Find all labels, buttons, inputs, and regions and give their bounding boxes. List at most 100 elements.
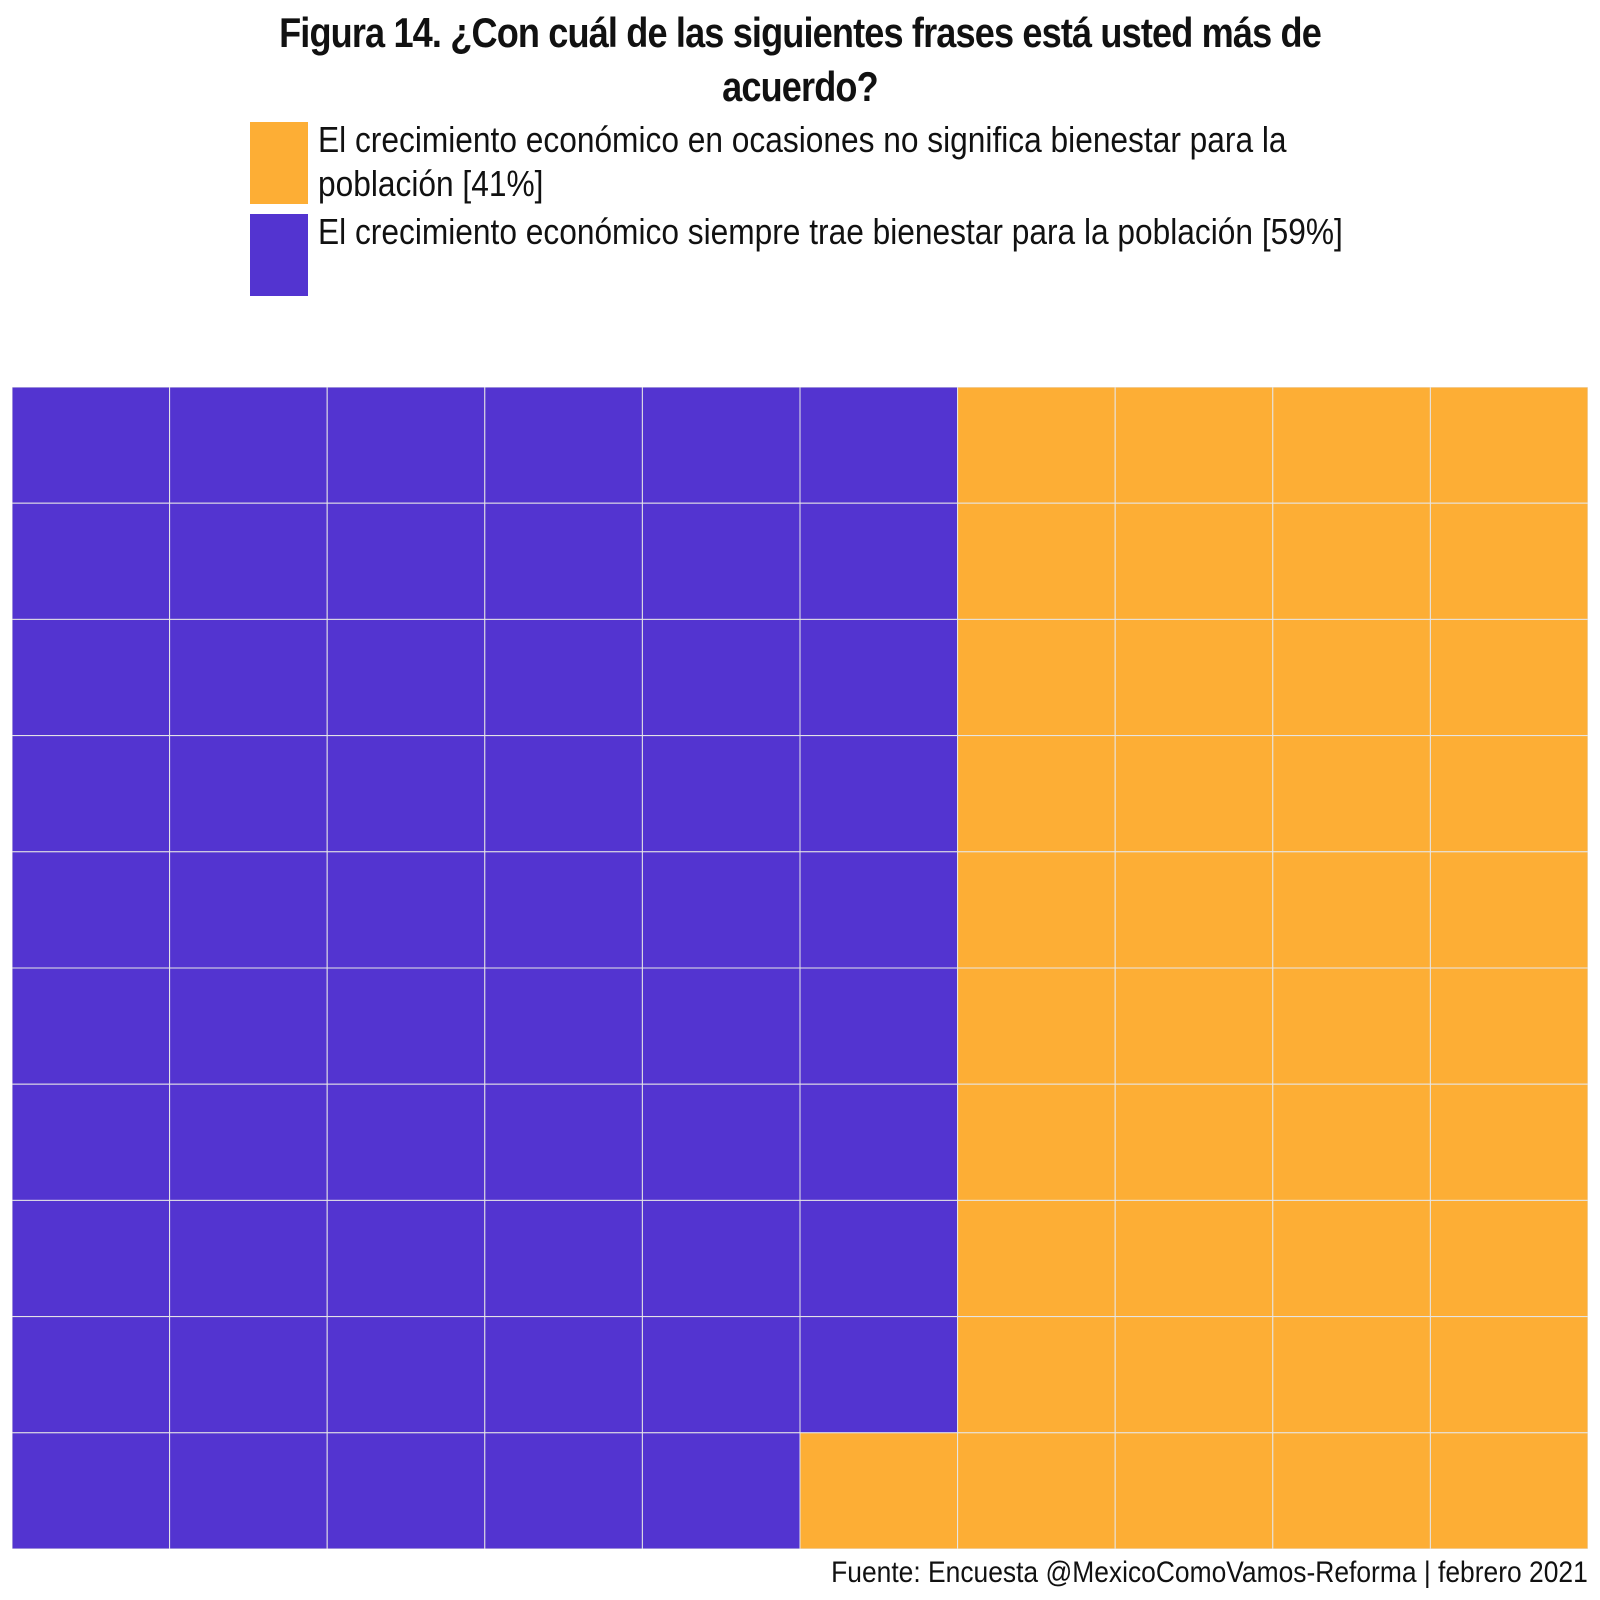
- legend: El crecimiento económico en ocasiones no…: [250, 118, 1400, 302]
- waffle-cell: [957, 502, 1116, 620]
- legend-label-no-bienestar: El crecimiento económico en ocasiones no…: [318, 119, 1287, 204]
- waffle-cell: [1429, 387, 1588, 504]
- waffle-cell: [641, 735, 801, 853]
- legend-swatch-bienestar: [250, 214, 308, 296]
- waffle-cell: [641, 1083, 801, 1201]
- waffle-cell: [326, 502, 486, 620]
- waffle-cell: [1272, 1432, 1431, 1549]
- waffle-cell: [12, 1083, 171, 1201]
- waffle-cell: [1114, 502, 1274, 620]
- waffle-cell: [484, 1199, 643, 1318]
- source-note: Fuente: Encuesta @MexicoComoVamos-Reform…: [831, 1556, 1588, 1589]
- waffle-cell: [1114, 387, 1274, 504]
- waffle-cell: [1272, 967, 1431, 1085]
- waffle-cell: [12, 502, 171, 620]
- legend-label-bienestar: El crecimiento económico siempre trae bi…: [318, 211, 1343, 252]
- waffle-cell: [1114, 1083, 1274, 1201]
- waffle-cell: [169, 1432, 328, 1549]
- waffle-cell: [799, 618, 959, 737]
- waffle-cell: [799, 1083, 959, 1201]
- waffle-cell: [1114, 1199, 1274, 1318]
- waffle-cell: [484, 1432, 643, 1549]
- waffle-cell: [12, 1432, 171, 1549]
- waffle-cell: [1114, 735, 1274, 853]
- waffle-cell: [1272, 387, 1431, 504]
- waffle-cell: [169, 618, 328, 737]
- waffle-cell: [799, 502, 959, 620]
- waffle-cell: [799, 387, 959, 504]
- waffle-cell: [1272, 1199, 1431, 1318]
- waffle-cell: [799, 1432, 959, 1549]
- waffle-cell: [484, 387, 643, 504]
- legend-item-no-bienestar: El crecimiento económico en ocasiones no…: [250, 118, 1400, 210]
- waffle-cell: [169, 1316, 328, 1434]
- waffle-cell: [641, 1432, 801, 1549]
- waffle-chart: [12, 387, 1588, 1549]
- waffle-cell: [484, 735, 643, 853]
- waffle-cell: [1429, 851, 1588, 969]
- waffle-cell: [1272, 618, 1431, 737]
- waffle-cell: [169, 851, 328, 969]
- waffle-cell: [484, 618, 643, 737]
- waffle-cell: [641, 851, 801, 969]
- waffle-cell: [12, 387, 171, 504]
- waffle-cell: [1272, 735, 1431, 853]
- waffle-cell: [326, 618, 486, 737]
- waffle-cell: [1429, 618, 1588, 737]
- waffle-cell: [1429, 967, 1588, 1085]
- legend-swatch-no-bienestar: [250, 122, 308, 204]
- waffle-cell: [799, 1199, 959, 1318]
- waffle-cell: [957, 1083, 1116, 1201]
- waffle-cell: [957, 618, 1116, 737]
- waffle-cell: [641, 967, 801, 1085]
- waffle-cell: [12, 735, 171, 853]
- waffle-cell: [326, 851, 486, 969]
- waffle-cell: [169, 1083, 328, 1201]
- waffle-cell: [1114, 851, 1274, 969]
- waffle-cell: [326, 735, 486, 853]
- waffle-cell: [484, 1083, 643, 1201]
- waffle-cell: [957, 735, 1116, 853]
- waffle-cell: [1429, 1083, 1588, 1201]
- waffle-cell: [484, 502, 643, 620]
- waffle-cell: [641, 387, 801, 504]
- waffle-cell: [957, 1432, 1116, 1549]
- waffle-cell: [1429, 735, 1588, 853]
- waffle-cell: [12, 618, 171, 737]
- waffle-cell: [1272, 1083, 1431, 1201]
- waffle-cell: [799, 1316, 959, 1434]
- waffle-cell: [12, 1316, 171, 1434]
- waffle-cell: [1429, 1316, 1588, 1434]
- waffle-cell: [1272, 851, 1431, 969]
- waffle-cell: [1114, 618, 1274, 737]
- waffle-cell: [641, 1316, 801, 1434]
- waffle-cell: [957, 1316, 1116, 1434]
- chart-title: Figura 14. ¿Con cuál de las siguientes f…: [241, 6, 1359, 114]
- waffle-cell: [1272, 1316, 1431, 1434]
- waffle-cell: [641, 1199, 801, 1318]
- waffle-cell: [484, 851, 643, 969]
- waffle-cell: [169, 1199, 328, 1318]
- waffle-cell: [326, 1199, 486, 1318]
- waffle-cell: [957, 967, 1116, 1085]
- waffle-cell: [169, 735, 328, 853]
- waffle-cell: [484, 1316, 643, 1434]
- waffle-cell: [484, 967, 643, 1085]
- waffle-cell: [1114, 1316, 1274, 1434]
- waffle-cell: [169, 967, 328, 1085]
- waffle-cell: [169, 502, 328, 620]
- waffle-cell: [169, 387, 328, 504]
- waffle-cell: [641, 618, 801, 737]
- waffle-cell: [799, 851, 959, 969]
- waffle-cell: [12, 1199, 171, 1318]
- waffle-cell: [12, 967, 171, 1085]
- waffle-cell: [326, 387, 486, 504]
- waffle-cell: [326, 1083, 486, 1201]
- waffle-cell: [1272, 502, 1431, 620]
- waffle-cell: [799, 967, 959, 1085]
- waffle-cell: [1429, 502, 1588, 620]
- waffle-cell: [1114, 1432, 1274, 1549]
- waffle-cell: [799, 735, 959, 853]
- waffle-cell: [326, 1316, 486, 1434]
- waffle-cell: [326, 967, 486, 1085]
